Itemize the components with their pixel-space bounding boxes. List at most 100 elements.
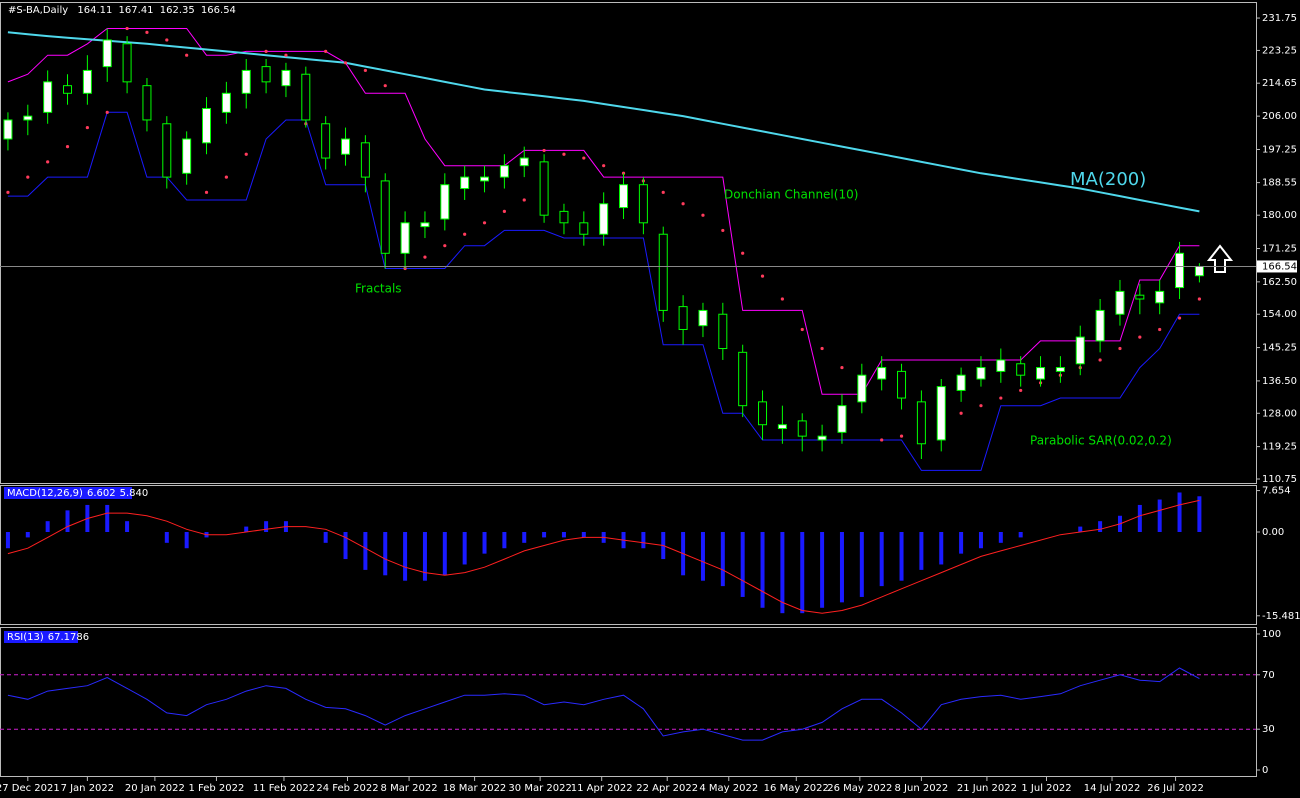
candle-body bbox=[1016, 363, 1026, 376]
macd-bar bbox=[25, 532, 30, 538]
macd-bar bbox=[1197, 496, 1202, 532]
macd-bar bbox=[403, 532, 408, 581]
x-tick-label: 16 May 2022 bbox=[764, 783, 829, 794]
candle-body bbox=[102, 39, 112, 68]
x-tick-label: 18 Mar 2022 bbox=[443, 783, 506, 794]
last-price-box bbox=[1257, 260, 1297, 273]
y-tick-label: 70 bbox=[1262, 670, 1275, 681]
sar-dot bbox=[46, 160, 50, 164]
candle-body bbox=[1036, 367, 1046, 380]
sar-dot bbox=[363, 68, 367, 73]
sar-dot bbox=[1158, 327, 1162, 332]
sar-dot bbox=[1118, 346, 1122, 351]
macd-bar bbox=[125, 521, 130, 532]
sar-dot bbox=[443, 244, 447, 248]
y-tick-label: 154.00 bbox=[1262, 309, 1297, 320]
candle-body bbox=[400, 222, 410, 254]
macd-bar bbox=[5, 532, 10, 549]
candle-body bbox=[718, 313, 728, 350]
sar-dot bbox=[741, 251, 745, 255]
rsi-title: RSI(13) 67.1786 bbox=[7, 632, 89, 643]
candle-body bbox=[202, 108, 212, 144]
candle-body bbox=[1175, 252, 1185, 289]
rsi-title-name: RSI(13) bbox=[7, 632, 44, 643]
y-tick-label: 162.50 bbox=[1262, 277, 1297, 288]
sar-dot bbox=[244, 152, 248, 156]
sar-dot bbox=[224, 175, 228, 179]
macd-bar bbox=[879, 532, 884, 587]
candle-body bbox=[1115, 290, 1125, 315]
header-low: 162.35 bbox=[160, 5, 195, 16]
sar-dot bbox=[125, 26, 129, 31]
x-tick-label: 11 Feb 2022 bbox=[253, 783, 315, 794]
symbol: #S-BA,Daily bbox=[8, 5, 68, 16]
macd-bar bbox=[1078, 526, 1083, 532]
macd-bar bbox=[581, 532, 586, 538]
candle-body bbox=[1075, 336, 1085, 365]
macd-bar bbox=[542, 532, 547, 538]
y-tick-label: 223.25 bbox=[1262, 45, 1297, 56]
macd-bar bbox=[780, 532, 785, 614]
sar-dot bbox=[105, 110, 109, 114]
y-tick-label: 110.75 bbox=[1262, 474, 1297, 485]
candle-body bbox=[82, 69, 92, 94]
sar-dot bbox=[284, 53, 288, 57]
candle-body bbox=[678, 306, 688, 330]
sar-dot bbox=[1197, 297, 1201, 301]
macd-bar bbox=[740, 532, 745, 597]
candle-body bbox=[777, 424, 787, 430]
macd-bar bbox=[800, 532, 805, 614]
candle-body bbox=[579, 222, 589, 235]
sar-dot bbox=[681, 202, 685, 206]
macd-bar bbox=[522, 532, 527, 543]
candle-body bbox=[658, 233, 668, 311]
macd-bar bbox=[720, 532, 725, 587]
sar-dot bbox=[204, 190, 209, 194]
x-tick-label: 4 May 2022 bbox=[699, 783, 758, 794]
macd-bar bbox=[959, 532, 964, 554]
y-tick-label: 145.25 bbox=[1262, 343, 1297, 354]
y-tick-label: 128.00 bbox=[1262, 408, 1297, 419]
sar-dot bbox=[621, 171, 626, 175]
candle-body bbox=[897, 370, 907, 399]
sar-dot bbox=[502, 209, 506, 213]
macd-bar bbox=[422, 532, 427, 581]
macd-bar bbox=[164, 532, 169, 543]
macd-bar bbox=[1018, 532, 1023, 538]
y-tick-label: 0.00 bbox=[1262, 527, 1284, 538]
macd-title: MACD(12,26,9) 6.602 5.840 bbox=[7, 488, 148, 499]
sar-dot bbox=[899, 434, 904, 438]
y-tick-label: 197.25 bbox=[1262, 144, 1297, 155]
macd-legend-value: 6.602 bbox=[87, 488, 116, 499]
rsi-panel bbox=[0, 627, 1257, 777]
y-tick-label: 206.00 bbox=[1262, 111, 1297, 122]
sar-dot bbox=[760, 274, 765, 278]
candle-body bbox=[956, 374, 966, 391]
x-tick-label: 7 Jan 2022 bbox=[61, 783, 115, 794]
macd-bar bbox=[820, 532, 825, 608]
sar-dot bbox=[959, 411, 963, 415]
y-tick-label: 30 bbox=[1262, 724, 1275, 735]
macd-bar bbox=[1098, 521, 1103, 532]
candle-body bbox=[241, 69, 251, 94]
macd-signal bbox=[7, 499, 1200, 614]
sar-dot bbox=[522, 198, 526, 202]
candle-body bbox=[619, 184, 629, 209]
sar-dot bbox=[185, 53, 189, 57]
macd-bar bbox=[839, 532, 844, 603]
candle-body bbox=[142, 85, 152, 121]
x-tick-label: 8 Jun 2022 bbox=[894, 783, 948, 794]
candle-body bbox=[817, 435, 827, 441]
macd-bar bbox=[462, 532, 467, 565]
last-price-label: 166.54 bbox=[1262, 261, 1297, 272]
candle-body bbox=[122, 43, 132, 83]
candle-body bbox=[1135, 294, 1145, 300]
macd-bar bbox=[442, 532, 447, 576]
sar-dot bbox=[1019, 388, 1023, 393]
candle-body bbox=[837, 405, 847, 433]
sar-dot bbox=[423, 255, 427, 259]
sar-dot bbox=[1138, 335, 1142, 339]
candle-body bbox=[23, 115, 33, 121]
macd-bar bbox=[343, 532, 348, 560]
